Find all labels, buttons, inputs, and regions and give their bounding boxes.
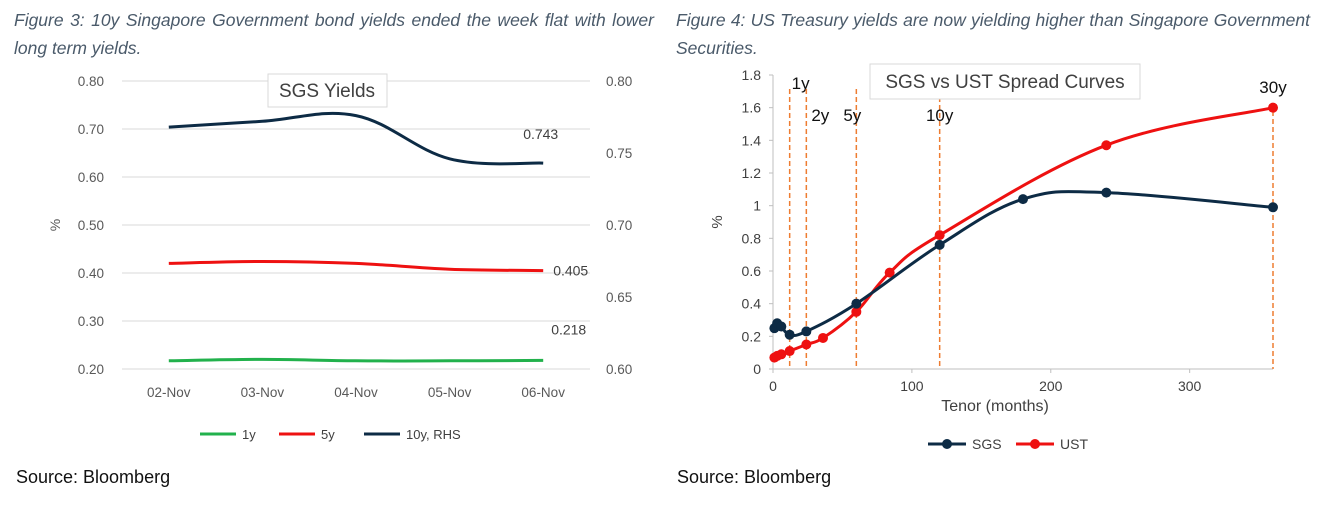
legend-label: 10y, RHS xyxy=(406,427,461,442)
y-tick-label: 0.20 xyxy=(78,362,104,377)
series-line-1y xyxy=(168,357,544,363)
y-tick-label: 0.70 xyxy=(78,122,104,137)
tenor-marker-label: 1y xyxy=(792,74,810,93)
legend-marker xyxy=(1030,439,1040,449)
y-tick-label: 0.8 xyxy=(742,230,762,246)
legend-marker xyxy=(942,439,952,449)
y-tick-label: 0.2 xyxy=(742,328,762,344)
y2-tick-label: 0.65 xyxy=(606,290,632,305)
y-tick-label: 0 xyxy=(753,361,761,377)
data-point-sgs xyxy=(934,239,945,250)
y-tick-label: 0.80 xyxy=(78,74,104,89)
figure-3-source: Source: Bloomberg xyxy=(16,467,171,487)
legend-label: UST xyxy=(1060,436,1088,452)
x-tick-label: 200 xyxy=(1039,378,1063,394)
figure-3-caption: Figure 3: 10y Singapore Government bond … xyxy=(14,10,654,58)
data-point-ust xyxy=(776,349,787,360)
series-line-sgs xyxy=(773,190,1274,338)
y-tick-label: 1.4 xyxy=(742,132,762,148)
tenor-marker-label: 30y xyxy=(1259,78,1287,97)
data-label: 0.218 xyxy=(551,321,586,337)
y2-tick-label: 0.75 xyxy=(606,146,632,161)
data-point-sgs xyxy=(851,298,862,309)
y-tick-label: 1.2 xyxy=(742,165,762,181)
y-tick-label: 0.60 xyxy=(78,170,104,185)
sgs-yields-chart: 0.20 0.30 0.40 0.50 0.60 0.70 0.80 0.60 0.65 0.70… xyxy=(47,73,632,442)
data-point-sgs xyxy=(1268,202,1278,213)
series-line-10y xyxy=(168,111,544,166)
spread-curves-chart: 0 0.2 0.4 0.6 0.8 1 1.2 1.4 1.6 1.8 0 100 200 300 Teno… xyxy=(709,63,1287,452)
y-tick-label: 1.6 xyxy=(742,100,762,116)
y-tick-label: 1 xyxy=(753,198,761,214)
series-line-5y xyxy=(168,260,544,273)
y-axis-label: % xyxy=(709,215,726,228)
legend-label: SGS xyxy=(972,436,1002,452)
data-label: 0.405 xyxy=(553,263,588,279)
legend-label: 1y xyxy=(242,427,256,442)
series-line-ust xyxy=(773,106,1274,359)
figure-4-caption: Figure 4: US Treasury yields are now yie… xyxy=(676,10,1310,58)
data-point-ust xyxy=(818,332,828,343)
y-tick-label: 1.8 xyxy=(742,67,762,83)
y-axis-label: % xyxy=(47,219,63,231)
x-tick-label: 100 xyxy=(900,378,924,394)
data-point-ust xyxy=(884,267,895,278)
x-axis-label: Tenor (months) xyxy=(941,398,1049,415)
data-point-ust xyxy=(934,230,945,241)
data-point-ust xyxy=(851,306,862,317)
data-point-ust xyxy=(1101,140,1112,151)
tenor-marker-label: 10y xyxy=(926,106,954,125)
data-point-ust xyxy=(784,346,795,357)
y-tick-label: 0.6 xyxy=(742,263,762,279)
y-tick-label: 0.4 xyxy=(742,296,762,312)
x-tick-label: 04-Nov xyxy=(334,385,378,400)
y-tick-label: 0.40 xyxy=(78,266,104,281)
y2-tick-label: 0.70 xyxy=(606,218,632,233)
x-tick-label: 05-Nov xyxy=(428,385,472,400)
data-point-ust xyxy=(801,339,812,350)
tenor-marker-label: 2y xyxy=(811,106,829,125)
y2-tick-label: 0.60 xyxy=(606,362,632,377)
chart-title: SGS vs UST Spread Curves xyxy=(885,72,1124,93)
data-point-sgs xyxy=(801,326,812,337)
chart-title-box xyxy=(267,73,388,108)
y-tick-label: 0.30 xyxy=(78,314,104,329)
data-label: 0.743 xyxy=(523,126,558,142)
x-tick-label: 03-Nov xyxy=(241,385,285,400)
figure-4-source: Source: Bloomberg xyxy=(677,467,832,487)
data-point-ust xyxy=(1268,102,1278,113)
data-point-sgs xyxy=(784,329,795,340)
x-tick-label: 06-Nov xyxy=(521,385,565,400)
data-point-sgs xyxy=(1101,187,1112,198)
data-point-sgs xyxy=(1018,194,1028,205)
y-tick-label: 0.50 xyxy=(78,218,104,233)
x-tick-label: 02-Nov xyxy=(147,385,191,400)
x-tick-label: 0 xyxy=(769,378,777,394)
tenor-marker-label: 5y xyxy=(843,106,861,125)
data-point-sgs xyxy=(776,321,787,332)
chart-title-box xyxy=(869,63,1141,100)
x-tick-label: 300 xyxy=(1178,378,1202,394)
y2-tick-label: 0.80 xyxy=(606,74,632,89)
chart-title: SGS Yields xyxy=(279,81,375,102)
legend-label: 5y xyxy=(321,427,335,442)
